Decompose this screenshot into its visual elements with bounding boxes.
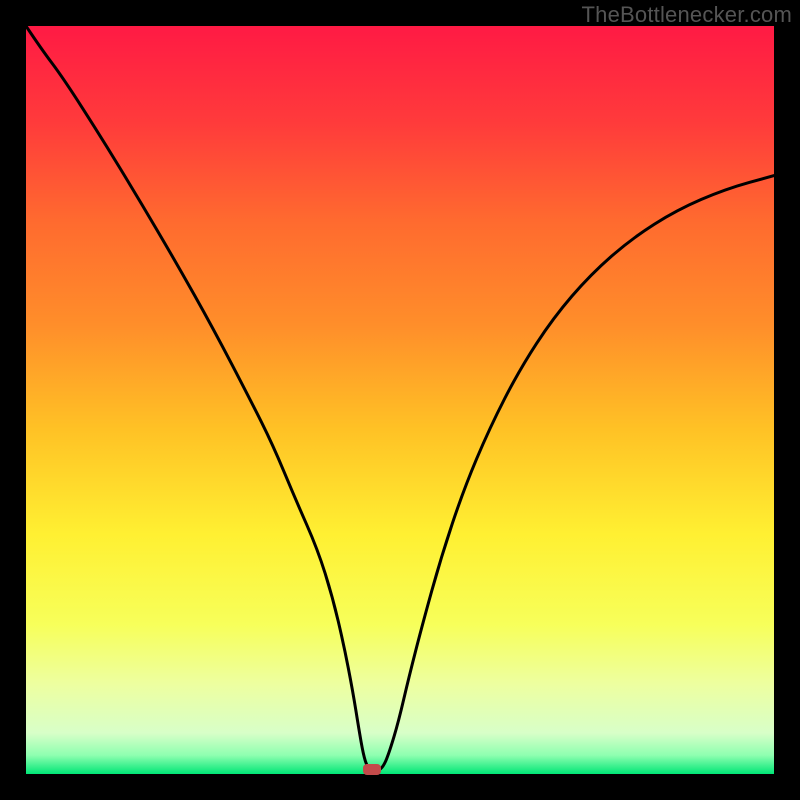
chart-frame: TheBottlenecker.com — [0, 0, 800, 800]
plot-area — [26, 26, 774, 774]
v-curve — [26, 26, 774, 774]
watermark-text: TheBottlenecker.com — [582, 2, 792, 28]
bottleneck-marker — [363, 764, 381, 776]
